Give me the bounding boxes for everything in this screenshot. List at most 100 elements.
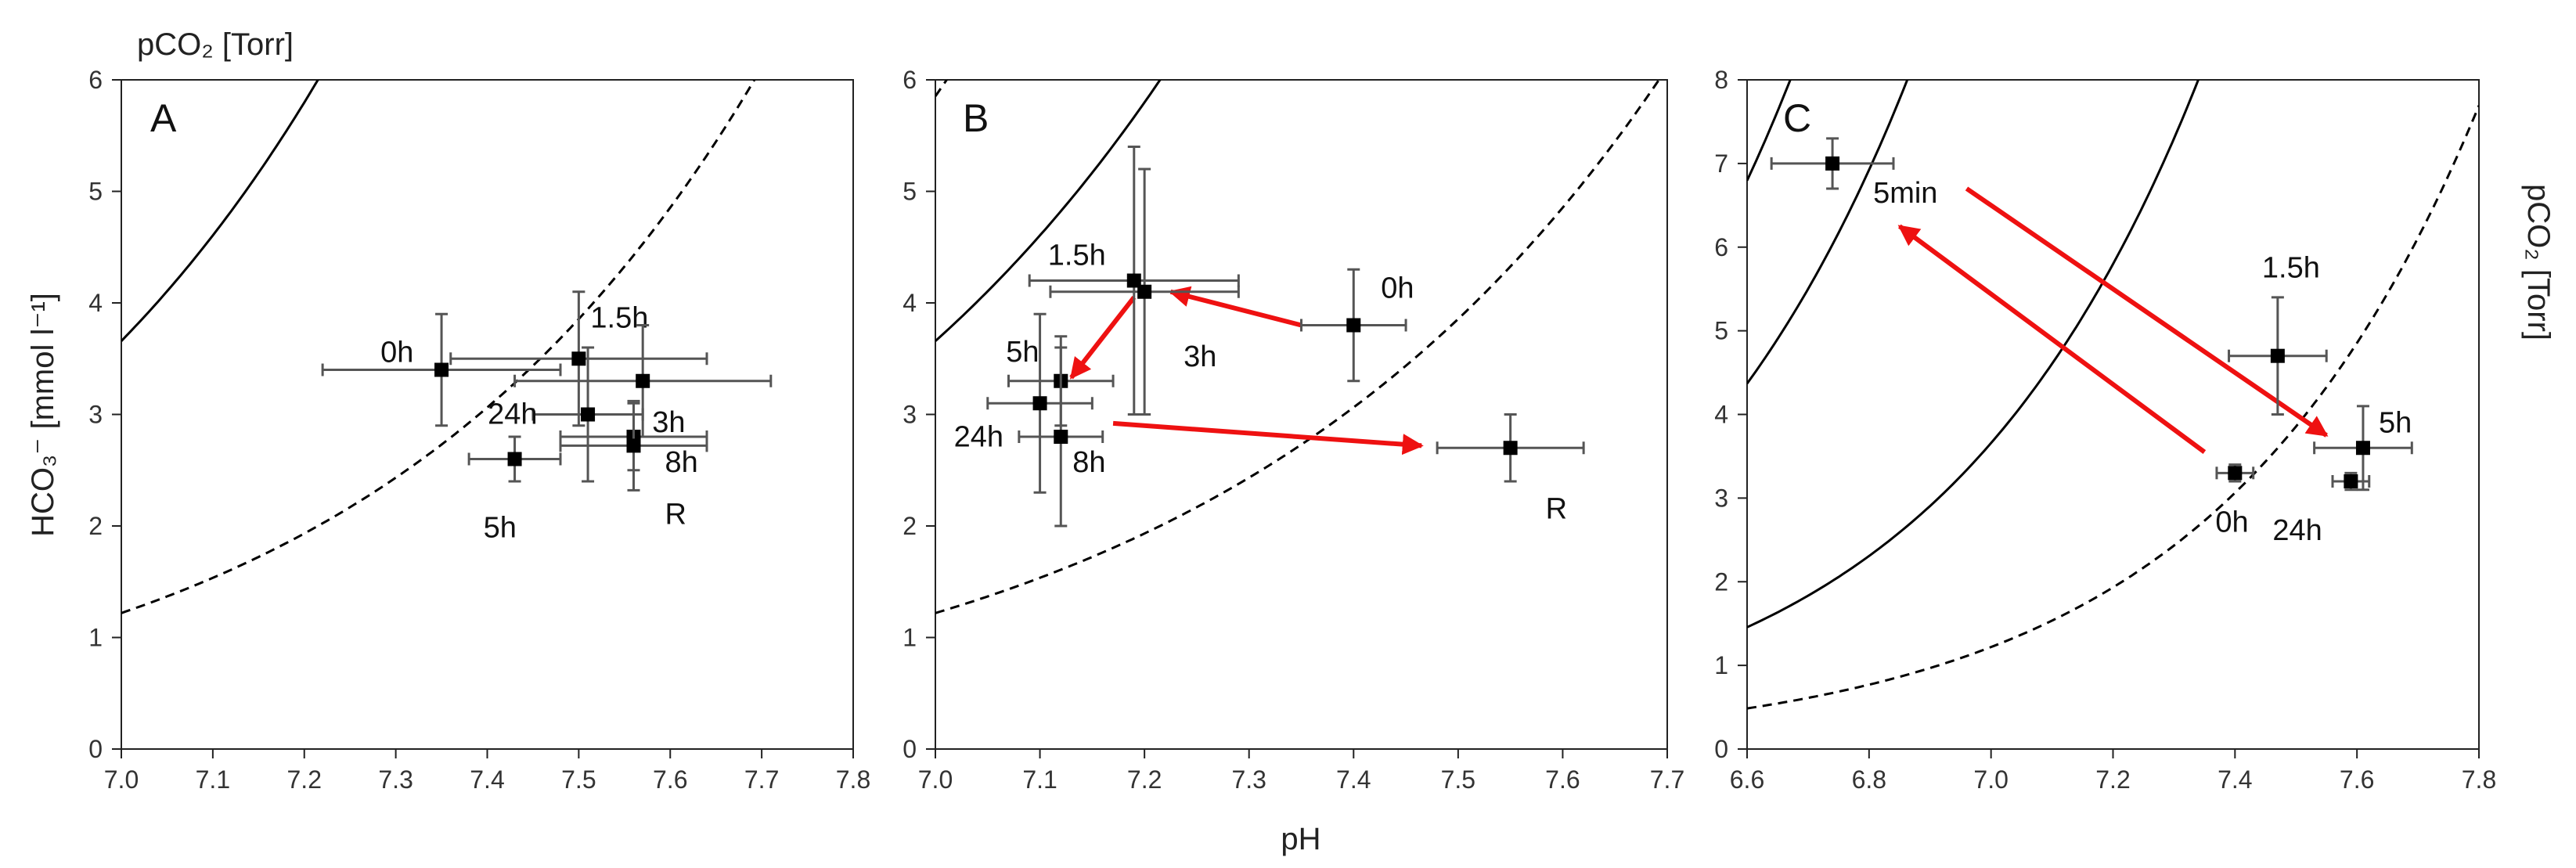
pco2-right-label: pCO₂ [Torr] (2521, 184, 2556, 340)
panel-b-xtick-label: 7.7 (1650, 765, 1684, 794)
panel-a-isopleth-curve (121, 80, 319, 342)
panel-c-ytick-label: 7 (1714, 149, 1728, 178)
point-24h-label: 24h (488, 398, 537, 431)
panel-a-xtick-label: 7.1 (196, 765, 230, 794)
point-1.5h-label: 1.5h (2262, 252, 2320, 285)
panel-c-ytick-label: 2 (1714, 567, 1728, 596)
panel-c-ytick-label: 0 (1714, 735, 1728, 763)
panel-b-red-arrow (1168, 286, 1302, 328)
panel-b-ytick-label: 2 (903, 512, 917, 540)
panel-c-xtick-label: 7.2 (2095, 765, 2130, 794)
point-1.5h-marker (2270, 348, 2285, 363)
panel-c-red-arrow (1965, 186, 2329, 438)
point-R-marker (1503, 441, 1518, 456)
x-axis-label: pH (1281, 822, 1320, 856)
point-1.5h-label: 1.5h (590, 301, 648, 334)
panel-c-xtick-label: 6.8 (1852, 765, 1886, 794)
panel-b-label: B (963, 96, 989, 140)
panel-a-label: A (150, 96, 177, 140)
point-3h-marker (1137, 284, 1152, 299)
point-3h-label: 3h (1184, 340, 1216, 373)
panel-a-xtick-label: 7.2 (287, 765, 322, 794)
point-0h-marker (1346, 318, 1361, 333)
y-axis-label: HCO₃⁻ [mmol l⁻¹] (26, 293, 60, 537)
panel-b-isopleth-curve (935, 80, 1162, 342)
panel-b-ytick-label: 6 (903, 66, 917, 94)
point-8h-marker (1054, 430, 1068, 444)
panel-a-xtick-label: 7.8 (836, 765, 870, 794)
panel-a-ytick-label: 4 (88, 289, 103, 317)
panel-a-xtick-label: 7.5 (561, 765, 596, 794)
panel-c-isopleth-curve (1747, 80, 2200, 628)
point-24h-label: 24h (954, 420, 1003, 453)
panel-b-isopleth-curve (935, 80, 949, 97)
panel-b-red-arrow (1112, 420, 1424, 456)
panel-a-xtick-label: 7.4 (470, 765, 504, 794)
panel-b-xtick-label: 7.6 (1545, 765, 1580, 794)
panel-a-xtick-label: 7.6 (653, 765, 687, 794)
point-5h-marker (2355, 441, 2370, 456)
panel-b-group: B 7.0 7.1 7.2 7.3 7.4 7.5 7.6 7.7 0 1 2 3 4 5 6 1.5h 3h 0… (903, 66, 1684, 794)
panel-b-xtick-label: 7.3 (1231, 765, 1266, 794)
point-0h-marker (434, 362, 449, 377)
panel-b-isopleth-curve (935, 80, 1661, 614)
panel-b-frame (935, 79, 1668, 750)
point-24h-label: 24h (2272, 514, 2322, 547)
point-8h-label: 8h (1072, 446, 1105, 479)
panel-c-xtick-label: 7.4 (2218, 765, 2252, 794)
point-24h-marker (2344, 474, 2358, 488)
point-8h-label: 8h (665, 446, 698, 479)
point-3h-marker (636, 373, 650, 388)
panel-c-ytick-label: 1 (1714, 651, 1728, 679)
panel-c-red-arrow (1897, 224, 2207, 455)
point-5h-label: 5h (2379, 406, 2412, 439)
panel-b-xtick-label: 7.5 (1441, 765, 1475, 794)
panel-c-group: C 6.6 6.8 7.0 7.2 7.4 7.6 7.8 0 1 2 3 4 5 6 7 8 5min 1.5h… (1714, 66, 2496, 794)
panel-b-xtick-label: 7.1 (1022, 765, 1057, 794)
panel-c-isopleth-curve (1747, 105, 2479, 710)
panel-a-ytick-label: 6 (88, 66, 103, 94)
point-5min-marker (1825, 156, 1840, 171)
panel-a-ytick-label: 0 (88, 735, 103, 763)
panel-c-xtick-label: 6.6 (1730, 765, 1764, 794)
panel-b-ytick-label: 1 (903, 624, 917, 652)
panel-a-group: A 7.0 7.1 7.2 7.3 7.4 7.5 7.6 7.7 7.8 0 1 2 3 4 5 6 0h 1.… (88, 66, 870, 794)
panel-a-ytick-label: 5 (88, 178, 103, 206)
panel-a-ytick-label: 1 (88, 624, 103, 652)
panel-b-xtick-label: 7.4 (1336, 765, 1371, 794)
panel-b-ytick-label: 0 (903, 735, 917, 763)
point-24h-marker (1032, 396, 1047, 411)
panel-b-red-arrow (1069, 296, 1137, 380)
point-R-label: R (1546, 492, 1567, 525)
panel-a-ytick-label: 2 (88, 512, 103, 540)
point-0h-label: 0h (1381, 272, 1414, 305)
panel-a-isopleth-curve (121, 80, 756, 614)
point-0h-label: 0h (2215, 506, 2248, 538)
panel-c-xtick-label: 7.0 (1973, 765, 2008, 794)
point-5h-label: 5h (1006, 336, 1039, 369)
panel-c-xtick-label: 7.8 (2462, 765, 2496, 794)
panel-c-ytick-label: 5 (1714, 317, 1728, 345)
panel-a-xtick-label: 7.0 (104, 765, 139, 794)
panel-b-xtick-label: 7.2 (1127, 765, 1162, 794)
point-0h-marker (2228, 466, 2243, 481)
point-1.5h-label: 1.5h (1048, 240, 1106, 272)
panel-c-label: C (1783, 96, 1811, 140)
panel-b-ytick-label: 4 (903, 289, 917, 317)
point-24h-marker (581, 407, 596, 422)
panel-a-xtick-label: 7.7 (744, 765, 779, 794)
point-3h-label: 3h (652, 406, 685, 439)
panel-c-isopleth-curve (1747, 80, 1792, 182)
panel-c-frame (1746, 79, 2480, 750)
panel-c-ytick-label: 8 (1714, 66, 1728, 94)
panel-b-xtick-label: 7.0 (918, 765, 953, 794)
panel-b-ytick-label: 3 (903, 401, 917, 429)
panel-c-isopleth-curve (1747, 80, 1909, 384)
panel-c-ytick-label: 3 (1714, 484, 1728, 512)
panel-c-xtick-label: 7.6 (2340, 765, 2374, 794)
point-R-label: R (665, 498, 686, 531)
point-1.5h-marker (571, 351, 586, 366)
pco2-top-label: pCO₂ [Torr] (137, 27, 294, 62)
panel-b-ytick-label: 5 (903, 178, 917, 206)
